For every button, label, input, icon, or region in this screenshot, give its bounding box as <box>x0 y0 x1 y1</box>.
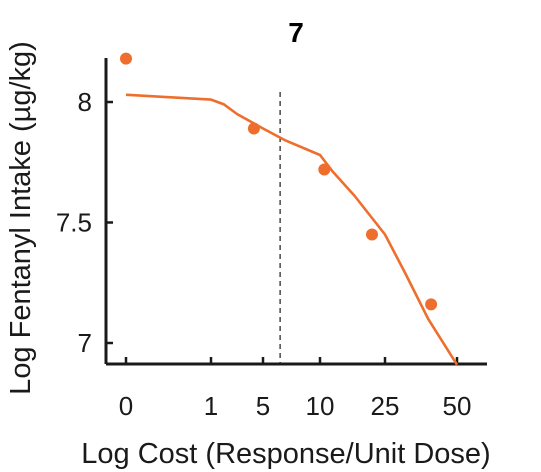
y-tick-label: 7.5 <box>56 208 92 238</box>
x-axis-title: Log Cost (Response/Unit Dose) <box>81 438 490 470</box>
x-tick-label: 50 <box>443 391 472 421</box>
axes: 7 7.5 8 0 1 5 10 25 50 <box>56 58 487 421</box>
x-tick-label: 0 <box>119 391 133 421</box>
data-point <box>366 228 378 241</box>
x-tick-label: 1 <box>204 391 218 421</box>
y-tick-label: 7 <box>78 328 92 358</box>
x-tick-label: 25 <box>371 391 400 421</box>
data-point <box>425 298 438 311</box>
data-point <box>247 122 260 135</box>
x-tick-label: 10 <box>306 391 335 421</box>
y-axis-title: Log Fentanyl Intake (µg/kg) <box>5 41 37 395</box>
x-tick-label: 5 <box>256 391 270 421</box>
fit-curve <box>125 93 459 366</box>
chart-title: 7 <box>288 17 304 48</box>
chart-marks <box>120 52 459 366</box>
data-point <box>120 52 132 65</box>
y-tick-label: 8 <box>78 87 92 117</box>
data-point <box>318 163 331 176</box>
